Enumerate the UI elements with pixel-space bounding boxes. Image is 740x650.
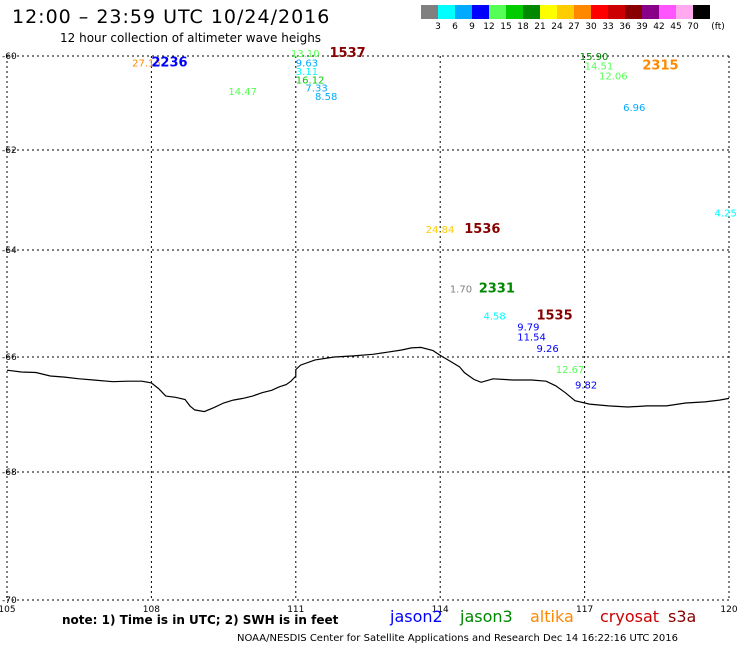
legend-swatch (608, 5, 625, 19)
lon-tick-label: 111 (287, 605, 304, 615)
satellite-name: jason3 (460, 607, 513, 626)
wave-height-label: 14.51 (585, 62, 614, 73)
wave-height-label: 14.47 (228, 87, 257, 98)
lat-tick-label: -68 (2, 468, 17, 478)
map-title: 12:00 – 23:59 UTC 10/24/2016 (12, 6, 331, 28)
wave-height-label: 9.79 (517, 322, 539, 333)
legend-swatch (523, 5, 540, 19)
lat-tick-label: -62 (2, 146, 17, 156)
wave-height-label: 6.96 (623, 103, 645, 114)
legend-unit: (ft) (711, 22, 725, 32)
legend-label: 12 (483, 22, 495, 32)
map-subtitle: 12 hour collection of altimeter wave hei… (60, 31, 322, 45)
lon-tick-label: 120 (720, 605, 737, 615)
legend-swatch (659, 5, 676, 19)
lat-tick-label: -66 (2, 353, 17, 363)
legend-label: 9 (469, 22, 475, 32)
wave-height-label: 27.16 (132, 58, 161, 69)
wave-height-label: 9.26 (536, 344, 558, 355)
legend-swatch (455, 5, 472, 19)
wave-height-label: 9.63 (296, 58, 318, 69)
lat-tick-label: -64 (2, 246, 17, 256)
legend-label: 39 (636, 22, 648, 32)
legend-label: 42 (653, 22, 665, 32)
legend-swatch (472, 5, 489, 19)
pass-time-label: 1535 (536, 309, 572, 324)
legend-swatch (625, 5, 642, 19)
legend-label: 70 (687, 22, 699, 32)
wave-height-label: 4.58 (484, 312, 506, 323)
wave-height-label: 15.90 (580, 52, 609, 63)
legend-swatch (540, 5, 557, 19)
legend-swatch (421, 5, 438, 19)
wave-height-label: 8.58 (315, 92, 337, 103)
legend-label: 45 (670, 22, 682, 32)
wave-height-label: 1.70 (450, 284, 472, 295)
pass-time-label: 1537 (329, 46, 365, 61)
satellite-name: jason2 (390, 607, 443, 626)
wave-height-label: 3.11 (296, 67, 318, 78)
wave-height-label: 24.84 (426, 225, 455, 236)
wave-height-label: 12.67 (556, 365, 585, 376)
wave-height-label: 13.10 (291, 49, 320, 60)
legend-swatch (557, 5, 574, 19)
lat-tick-label: -70 (2, 596, 17, 606)
wave-height-label: 12.06 (599, 72, 628, 83)
legend-swatch (693, 5, 710, 19)
credit-line: NOAA/NESDIS Center for Satellite Applica… (237, 633, 679, 644)
legend-label: 15 (500, 22, 512, 32)
wave-height-label: 4.25 (715, 209, 737, 220)
legend-label: 3 (435, 22, 441, 32)
legend-label: 33 (602, 22, 614, 32)
pass-time-label: 2315 (642, 59, 678, 74)
wave-height-label: 7.33 (305, 84, 327, 95)
pass-time-label: 1536 (464, 222, 500, 237)
legend-label: 6 (452, 22, 458, 32)
legend-swatch (676, 5, 693, 19)
lat-tick-label: -60 (2, 52, 17, 62)
satellite-name: cryosat (600, 607, 660, 626)
lon-tick-label: 108 (143, 605, 160, 615)
legend-label: 27 (568, 22, 580, 32)
legend-label: 21 (534, 22, 546, 32)
satellite-name: altika (530, 607, 574, 626)
legend-swatch (438, 5, 455, 19)
lon-tick-label: 105 (0, 605, 16, 615)
legend-label: 24 (551, 22, 563, 32)
wave-height-label: 16.12 (296, 75, 325, 86)
legend-swatch (506, 5, 523, 19)
lon-tick-label: 117 (576, 605, 593, 615)
note-text: note: 1) Time is in UTC; 2) SWH is in fe… (62, 613, 339, 627)
satellite-name: s3a (668, 607, 697, 626)
coastline (6, 346, 730, 413)
legend-swatch (489, 5, 506, 19)
legend-label: 30 (585, 22, 597, 32)
lon-tick-label: 114 (432, 605, 449, 615)
legend-swatch (591, 5, 608, 19)
pass-time-label: 2331 (479, 281, 515, 296)
wave-height-label: 9.82 (575, 381, 597, 392)
legend-swatch (642, 5, 659, 19)
legend-swatch (574, 5, 591, 19)
legend-label: 18 (517, 22, 529, 32)
pass-time-label: 2236 (151, 55, 187, 70)
legend-label: 36 (619, 22, 631, 32)
wave-height-label: 11.54 (517, 332, 546, 343)
